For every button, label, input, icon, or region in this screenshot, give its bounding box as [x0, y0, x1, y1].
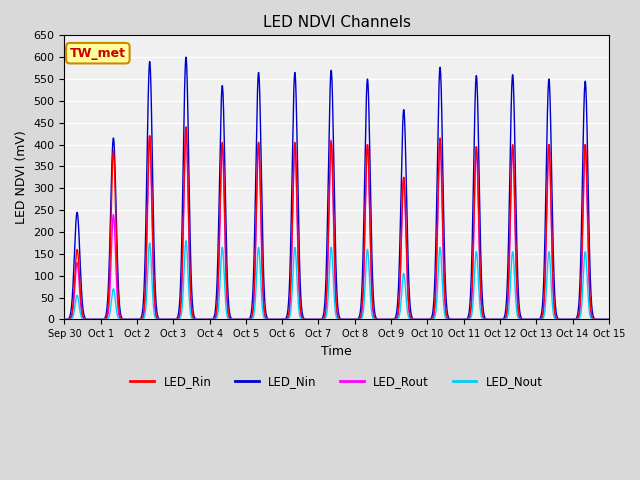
Y-axis label: LED NDVI (mV): LED NDVI (mV) [15, 131, 28, 224]
X-axis label: Time: Time [321, 345, 352, 358]
Title: LED NDVI Channels: LED NDVI Channels [262, 15, 411, 30]
Text: TW_met: TW_met [70, 47, 126, 60]
Legend: LED_Rin, LED_Nin, LED_Rout, LED_Nout: LED_Rin, LED_Nin, LED_Rout, LED_Nout [125, 371, 547, 393]
